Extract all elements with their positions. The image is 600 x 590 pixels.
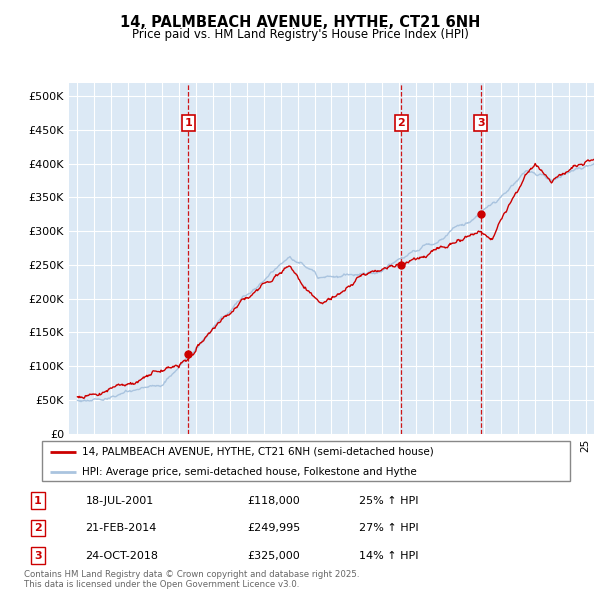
Text: 25% ↑ HPI: 25% ↑ HPI xyxy=(359,496,418,506)
Text: 27% ↑ HPI: 27% ↑ HPI xyxy=(359,523,418,533)
Text: 3: 3 xyxy=(34,550,42,560)
Text: 1: 1 xyxy=(34,496,42,506)
Text: 14% ↑ HPI: 14% ↑ HPI xyxy=(359,550,418,560)
Text: 21-FEB-2014: 21-FEB-2014 xyxy=(85,523,157,533)
Text: 24-OCT-2018: 24-OCT-2018 xyxy=(85,550,158,560)
Text: 14, PALMBEACH AVENUE, HYTHE, CT21 6NH (semi-detached house): 14, PALMBEACH AVENUE, HYTHE, CT21 6NH (s… xyxy=(82,447,433,457)
Text: 14, PALMBEACH AVENUE, HYTHE, CT21 6NH: 14, PALMBEACH AVENUE, HYTHE, CT21 6NH xyxy=(120,15,480,30)
FancyBboxPatch shape xyxy=(42,441,570,481)
Text: £118,000: £118,000 xyxy=(247,496,300,506)
Text: 2: 2 xyxy=(398,118,406,128)
Text: 18-JUL-2001: 18-JUL-2001 xyxy=(85,496,154,506)
Text: 1: 1 xyxy=(184,118,192,128)
Text: 2: 2 xyxy=(34,523,42,533)
Text: £325,000: £325,000 xyxy=(247,550,300,560)
Text: Price paid vs. HM Land Registry's House Price Index (HPI): Price paid vs. HM Land Registry's House … xyxy=(131,28,469,41)
Text: HPI: Average price, semi-detached house, Folkestone and Hythe: HPI: Average price, semi-detached house,… xyxy=(82,467,416,477)
Text: £249,995: £249,995 xyxy=(247,523,301,533)
Text: 3: 3 xyxy=(477,118,485,128)
Text: Contains HM Land Registry data © Crown copyright and database right 2025.
This d: Contains HM Land Registry data © Crown c… xyxy=(24,570,359,589)
